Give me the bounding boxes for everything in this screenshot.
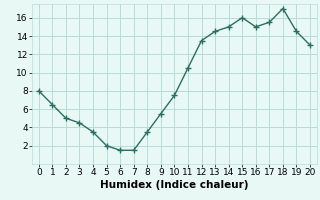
X-axis label: Humidex (Indice chaleur): Humidex (Indice chaleur) — [100, 180, 249, 190]
